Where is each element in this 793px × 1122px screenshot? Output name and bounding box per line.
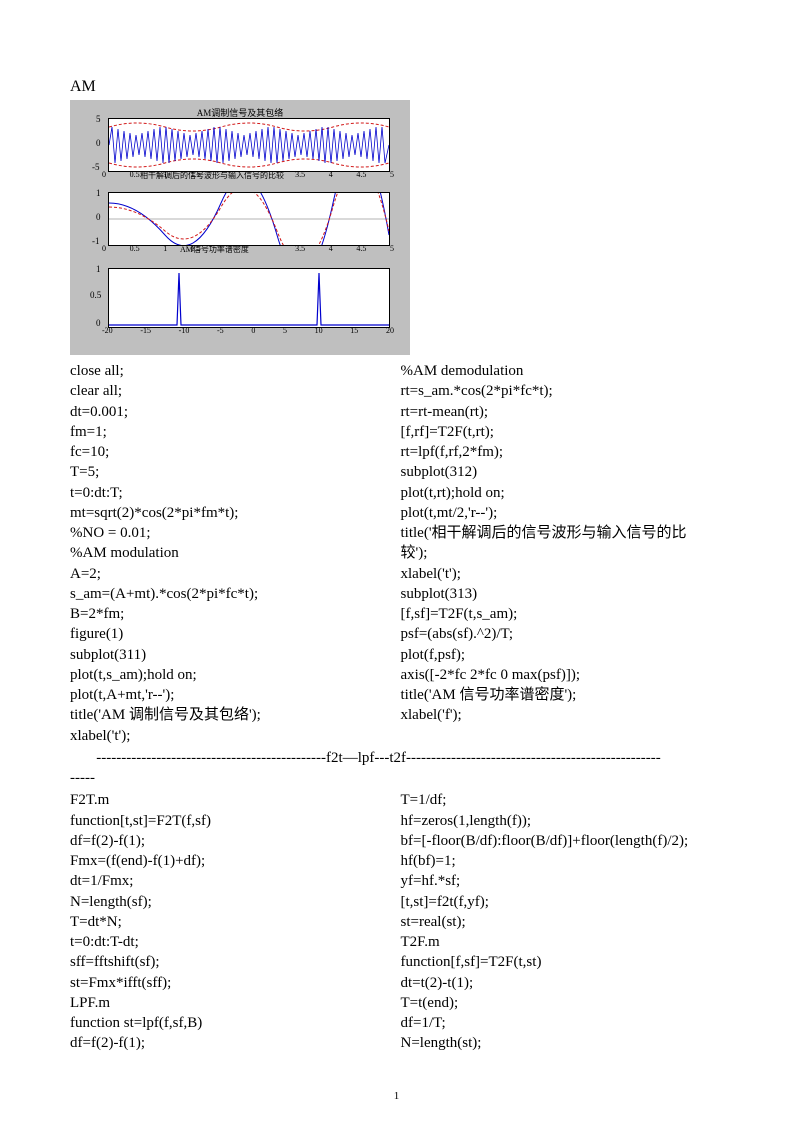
panel2-ytick-bot: -1 <box>92 236 100 246</box>
panel2-xlabel: AM信号功率谱密度 <box>180 244 249 255</box>
panel2-ytick-top: 1 <box>96 188 101 198</box>
code-block-1-left: close all; clear all; dt=0.001; fm=1; fc… <box>70 361 393 746</box>
code-block-1-right: %AM demodulation rt=s_am.*cos(2*pi*fc*t)… <box>401 361 724 746</box>
panel2-ytick-mid: 0 <box>96 212 101 222</box>
code-block-2-left: F2T.m function[t,st]=F2T(f,sf) df=f(2)-f… <box>70 790 393 1053</box>
panel1-ytick-top: 5 <box>96 114 101 124</box>
panel3-svg <box>109 269 389 327</box>
panel1-xlabel: 相干解调后的信号波形与输入信号的比较 <box>140 170 284 181</box>
separator: ----------------------------------------… <box>70 748 723 789</box>
panel1-ytick-mid: 0 <box>96 138 101 148</box>
figure-container: AM调制信号及其包络 5 0 -5 00.511.53.544.55 相干解调后… <box>70 100 410 355</box>
panel2 <box>108 192 390 246</box>
panel3-ytick-top: 1 <box>96 264 101 274</box>
panel3-xticks: -20-15-10-505101520 <box>102 326 394 335</box>
panel1 <box>108 118 390 172</box>
page-number: 1 <box>0 1090 793 1102</box>
code-block-2-right: T=1/df; hf=zeros(1,length(f)); bf=[-floo… <box>401 790 724 1053</box>
panel3-ytick-bot: 0 <box>96 318 101 328</box>
page-title: AM <box>70 78 723 96</box>
panel2-svg <box>109 193 389 245</box>
panel3 <box>108 268 390 328</box>
panel3-ytick-mid: 0.5 <box>90 290 101 300</box>
code-block-2: F2T.m function[t,st]=F2T(f,sf) df=f(2)-f… <box>70 790 723 1053</box>
panel1-svg <box>109 119 389 171</box>
panel1-ytick-bot: -5 <box>92 162 100 172</box>
code-block-1: close all; clear all; dt=0.001; fm=1; fc… <box>70 361 723 746</box>
